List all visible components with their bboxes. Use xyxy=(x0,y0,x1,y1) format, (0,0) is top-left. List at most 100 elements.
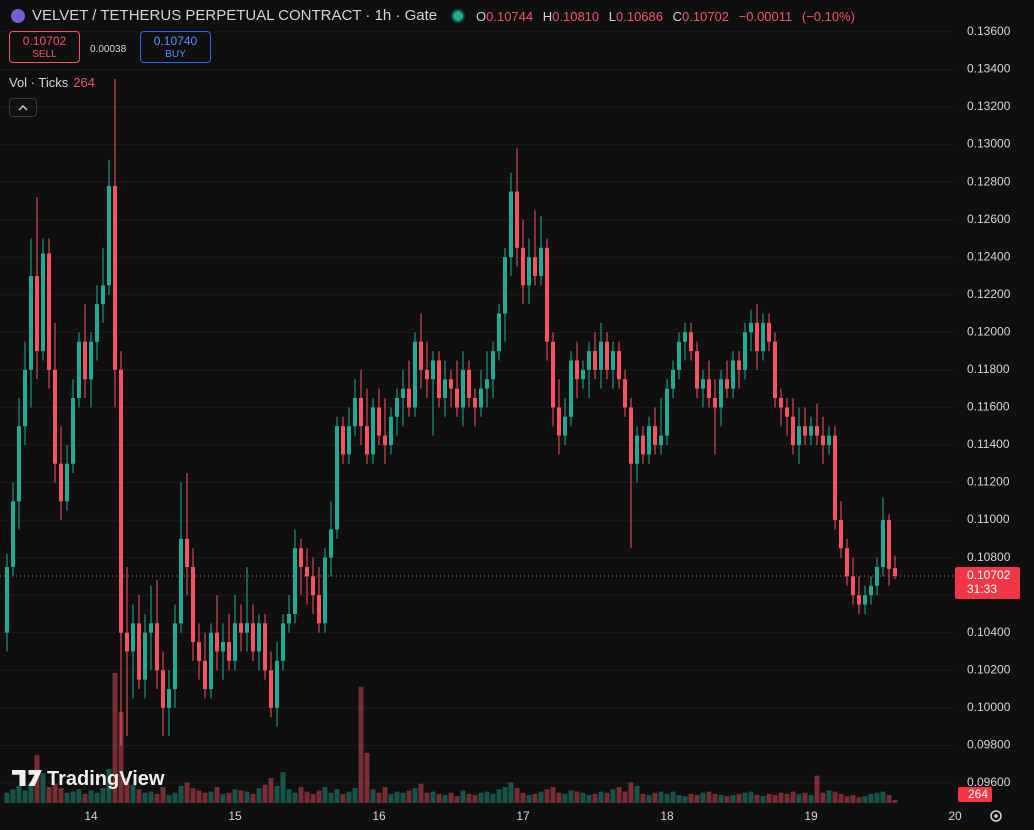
volume-bar xyxy=(148,791,154,803)
volume-bar xyxy=(706,791,712,803)
volume-bar xyxy=(718,795,724,803)
volume-bar xyxy=(52,783,58,803)
volume-bar xyxy=(796,793,802,803)
candle-body xyxy=(839,520,843,549)
candle-body xyxy=(419,341,423,370)
candle-body xyxy=(743,332,747,370)
candle-body xyxy=(857,595,861,605)
candle-body xyxy=(269,670,273,708)
candle-body xyxy=(617,351,621,380)
volume-bar xyxy=(130,784,136,803)
candle-body xyxy=(95,304,99,342)
volume-bar xyxy=(310,793,316,803)
y-tick-label: 0.09600 xyxy=(967,775,1011,789)
candle-body xyxy=(557,407,561,436)
candle-body xyxy=(341,426,345,455)
volume-bar xyxy=(538,791,544,803)
y-tick-label: 0.12600 xyxy=(967,212,1011,226)
volume-bar xyxy=(778,792,784,803)
volume-bar xyxy=(532,793,538,803)
y-tick-label: 0.12800 xyxy=(967,174,1011,188)
volume-bar xyxy=(418,783,424,803)
volume-bar xyxy=(88,790,94,803)
candle-body xyxy=(239,623,243,633)
volume-bar xyxy=(616,787,622,803)
price-axis-bg xyxy=(955,567,1020,600)
volume-bar xyxy=(178,785,184,803)
candle-body xyxy=(287,613,291,624)
candle-body xyxy=(461,369,465,408)
candle-body xyxy=(797,426,801,445)
volume-axis-label: 264 xyxy=(968,787,988,801)
candle-body xyxy=(851,576,855,596)
candle-body xyxy=(467,369,471,399)
candle-body xyxy=(665,388,669,436)
candle-body xyxy=(125,632,129,652)
candle-body xyxy=(35,275,39,352)
legend-key: O xyxy=(476,9,487,24)
candle-body xyxy=(131,623,135,652)
candle-body xyxy=(623,379,627,408)
volume-bar xyxy=(70,791,76,803)
volume-bar xyxy=(82,793,88,803)
candle-body xyxy=(803,426,807,436)
candle-body xyxy=(479,388,483,408)
candle-body xyxy=(491,351,495,380)
volume-bar xyxy=(364,752,370,803)
volume-bar xyxy=(322,787,328,803)
volume-bar xyxy=(628,782,634,803)
volume-bar xyxy=(640,793,646,803)
sell-button[interactable]: 0.10702 SELL xyxy=(9,31,80,63)
candle-body xyxy=(635,435,639,464)
volume-bar xyxy=(700,792,706,803)
candle-body xyxy=(257,623,261,652)
volume-bar xyxy=(802,792,808,803)
candle-body xyxy=(317,595,321,624)
candle-body xyxy=(677,341,681,370)
volume-bar xyxy=(436,793,442,803)
volume-bar xyxy=(46,787,52,803)
x-tick-label: 16 xyxy=(372,809,386,823)
candle-body xyxy=(761,322,765,352)
candle-body xyxy=(599,341,603,370)
volume-bar xyxy=(166,795,172,803)
collapse-icon xyxy=(18,105,28,111)
volume-bar xyxy=(28,782,34,803)
volume-bar xyxy=(172,792,178,803)
candle-body xyxy=(791,416,795,445)
candle-body xyxy=(815,426,819,436)
volume-bar xyxy=(748,791,754,803)
y-tick-label: 0.12400 xyxy=(967,249,1011,263)
volume-bar xyxy=(334,789,340,803)
volume-bar xyxy=(490,793,496,803)
y-tick-label: 0.13600 xyxy=(967,24,1011,38)
candle-body xyxy=(47,253,51,370)
volume-label-bg xyxy=(958,787,992,802)
volume-bar xyxy=(106,768,112,803)
volume-bar xyxy=(454,796,460,803)
volume-bar xyxy=(184,782,190,803)
volume-bar xyxy=(358,686,364,803)
volume-label: Vol · Ticks xyxy=(9,75,69,90)
candle-body xyxy=(41,253,45,352)
volume-bar xyxy=(400,792,406,803)
volume-bar xyxy=(694,795,700,803)
candle-body xyxy=(593,351,597,370)
candle-body xyxy=(749,322,753,333)
buy-button[interactable]: 0.10740 BUY xyxy=(140,31,211,63)
candle-body xyxy=(659,435,663,445)
volume-bar xyxy=(112,673,118,803)
volume-bar xyxy=(238,790,244,803)
collapse-button[interactable] xyxy=(9,98,37,117)
candle-body xyxy=(551,341,555,408)
volume-bar xyxy=(682,796,688,803)
volume-bar xyxy=(346,791,352,803)
volume-bar xyxy=(298,787,304,803)
candle-body xyxy=(149,623,153,633)
volume-bar xyxy=(394,791,400,803)
volume-bar xyxy=(406,790,412,803)
volume-bar xyxy=(568,790,574,803)
candle-body xyxy=(377,407,381,436)
candle-body xyxy=(371,407,375,455)
